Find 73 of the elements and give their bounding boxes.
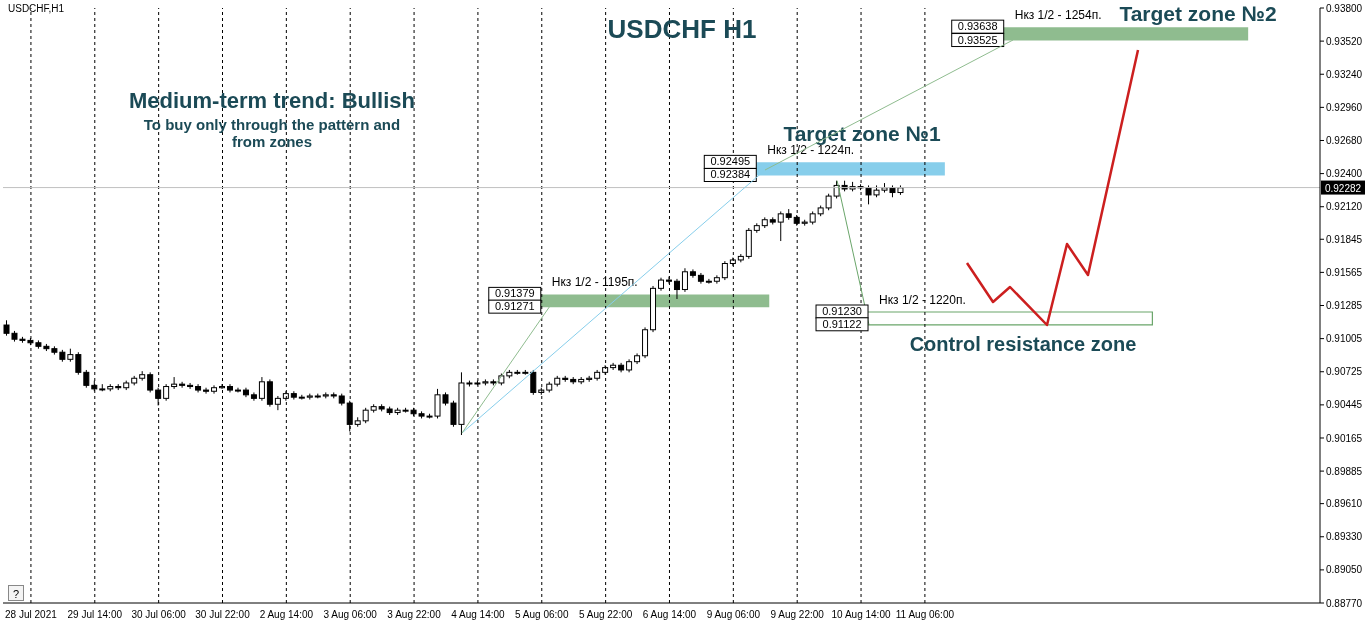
annotation: 0.91122 bbox=[822, 317, 862, 330]
y-tick-label: 0.93240 bbox=[1326, 68, 1363, 80]
x-tick-label: 2 Aug 14:00 bbox=[259, 609, 314, 621]
x-tick-label: 5 Aug 06:00 bbox=[515, 609, 569, 621]
annotation: 0.91271 bbox=[494, 300, 535, 313]
x-tick-label: 30 Jul 06:00 bbox=[131, 609, 187, 621]
x-tick-label: 5 Aug 22:00 bbox=[578, 609, 633, 621]
y-tick-label: 0.90165 bbox=[1326, 432, 1363, 444]
x-tick-label: 4 Aug 14:00 bbox=[451, 609, 506, 621]
candlestick bbox=[179, 381, 186, 389]
y-tick-label: 0.91005 bbox=[1326, 333, 1363, 345]
chart-subtitle: USDCHF,H1 bbox=[8, 3, 65, 14]
x-tick-label: 3 Aug 22:00 bbox=[387, 609, 442, 621]
candlestick bbox=[777, 210, 784, 242]
band-label: Нкз 1/2 - 1195п. bbox=[551, 275, 638, 290]
candlestick bbox=[171, 376, 178, 390]
candlestick bbox=[258, 376, 265, 402]
chart-title: USDCHF H1 bbox=[606, 14, 758, 45]
candlestick bbox=[610, 362, 617, 371]
annotation: 0.91230 bbox=[822, 305, 862, 318]
y-tick-label: 0.93520 bbox=[1326, 35, 1363, 47]
annotation: Control resistance zone bbox=[908, 333, 1138, 356]
candlestick bbox=[673, 278, 680, 300]
annotation: 0.93525 bbox=[957, 33, 998, 46]
y-tick-label: 0.90725 bbox=[1326, 366, 1363, 378]
candlestick bbox=[713, 274, 720, 285]
y-tick-label: 0.89885 bbox=[1326, 465, 1363, 477]
y-tick-label: 0.89330 bbox=[1326, 531, 1363, 543]
y-tick-label: 0.92120 bbox=[1326, 201, 1363, 213]
x-tick-label: 6 Aug 14:00 bbox=[642, 609, 697, 621]
y-tick-label: 0.92400 bbox=[1326, 168, 1363, 180]
x-tick-label: 30 Jul 22:00 bbox=[195, 609, 251, 621]
x-tick-label: 28 Jul 2021 bbox=[5, 609, 58, 621]
candlestick bbox=[187, 382, 194, 390]
candlestick bbox=[211, 384, 218, 395]
y-tick-label: 0.89610 bbox=[1326, 498, 1363, 510]
x-tick-label: 9 Aug 06:00 bbox=[706, 609, 761, 621]
band-label: Нкз 1/2 - 1220п. bbox=[879, 293, 966, 308]
y-tick-label: 0.91285 bbox=[1326, 300, 1363, 312]
x-tick-label: 9 Aug 22:00 bbox=[770, 609, 825, 621]
y-tick-label: 0.92680 bbox=[1326, 135, 1363, 147]
candlestick bbox=[266, 378, 273, 408]
annotation: Target zone №2 bbox=[1119, 2, 1277, 25]
candlestick bbox=[721, 260, 728, 281]
annotation: 0.92384 bbox=[710, 168, 751, 181]
annotation: 0.92495 bbox=[710, 155, 751, 168]
y-tick-label: 0.89050 bbox=[1326, 564, 1363, 576]
annotation: 0.93638 bbox=[957, 20, 998, 33]
band-label: Нкз 1/2 - 1254п. bbox=[1014, 8, 1102, 23]
y-tick-label: 0.91565 bbox=[1326, 266, 1363, 278]
x-tick-label: 10 Aug 14:00 bbox=[831, 609, 891, 621]
y-tick-label: 0.90445 bbox=[1326, 399, 1363, 411]
x-tick-label: 29 Jul 14:00 bbox=[67, 609, 123, 621]
candlestick bbox=[250, 391, 257, 402]
annotation: Medium-term trend: Bullish bbox=[128, 88, 416, 114]
candlestick bbox=[705, 278, 712, 285]
annotation: To buy only through the pattern and from zones bbox=[142, 116, 402, 151]
y-tick-label: 0.92960 bbox=[1326, 101, 1363, 113]
y-tick-label: 0.91845 bbox=[1326, 233, 1363, 245]
candlestick bbox=[681, 267, 688, 293]
x-tick-label: 11 Aug 06:00 bbox=[895, 609, 955, 621]
annotation: ? bbox=[8, 585, 24, 601]
annotation: Target zone №1 bbox=[782, 122, 942, 145]
candlestick bbox=[274, 395, 281, 411]
candlestick bbox=[203, 387, 210, 395]
y-tick-label: 0.88770 bbox=[1326, 597, 1363, 609]
ref-line-label: 0.92282 bbox=[1324, 182, 1362, 194]
x-tick-label: 3 Aug 06:00 bbox=[323, 609, 378, 621]
candlestick bbox=[147, 371, 154, 393]
candlestick bbox=[689, 268, 696, 279]
y-tick-label: 0.93800 bbox=[1326, 2, 1363, 14]
annotation: 0.91379 bbox=[494, 287, 535, 300]
candlestick bbox=[530, 369, 537, 396]
